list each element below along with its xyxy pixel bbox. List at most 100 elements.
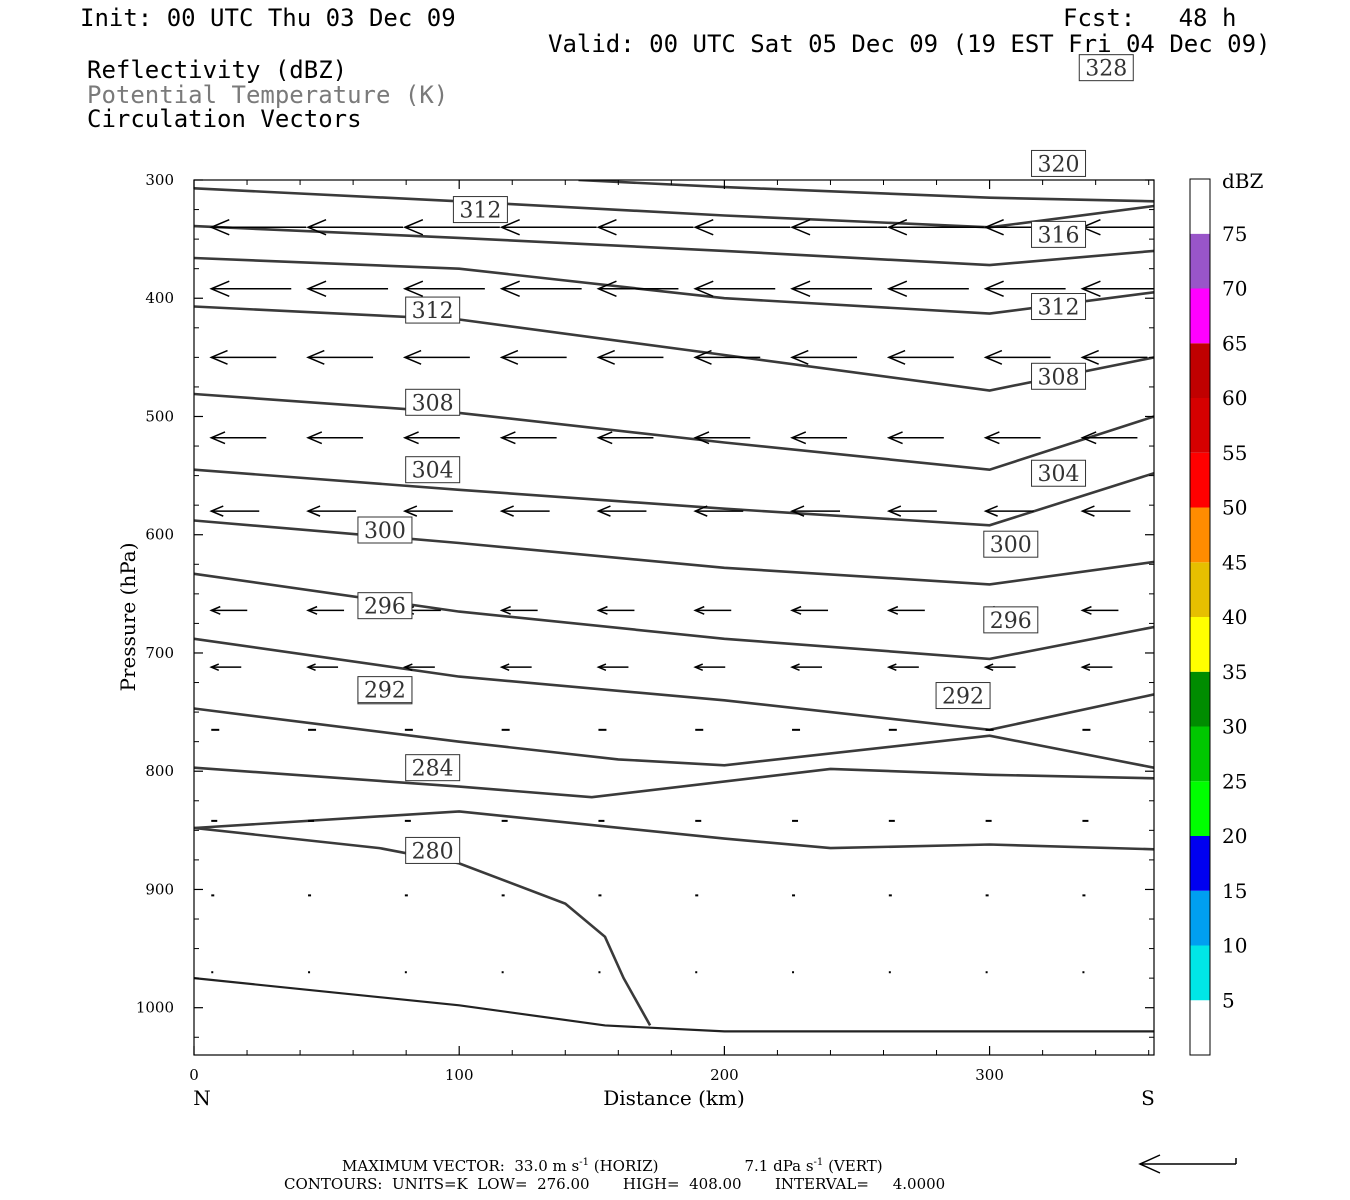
- circulation-vector: [209, 349, 277, 365]
- circulation-vector: [306, 605, 345, 615]
- colorbar-swatch: [1190, 617, 1210, 672]
- circulation-vector: [402, 280, 485, 298]
- colorbar-level-label: 50: [1222, 496, 1247, 520]
- y-tick-label: 400: [145, 289, 174, 307]
- contour-label-box: [1031, 362, 1087, 390]
- y-tick-label: 300: [145, 171, 174, 189]
- colorbar-swatch: [1190, 945, 1210, 1001]
- colorbar-swatch: [1190, 671, 1210, 727]
- circulation-vector: [693, 280, 776, 298]
- circulation-vector: [596, 663, 629, 672]
- circulation-vector: [886, 349, 954, 365]
- circulation-vector: [983, 663, 1016, 672]
- colorbar-level-label: 75: [1222, 222, 1247, 246]
- colorbar-level-label: 65: [1222, 331, 1247, 355]
- contour-label-box: [1031, 220, 1087, 248]
- circulation-vector: [402, 219, 500, 236]
- colorbar-swatch: [1190, 1000, 1210, 1055]
- circulation-vector: [306, 349, 374, 365]
- circulation-vector: [1080, 663, 1113, 672]
- colorbar-level-label: 30: [1222, 715, 1247, 739]
- circulation-vector: [499, 605, 538, 615]
- contour-label-box: [405, 754, 461, 782]
- field-potential-temperature: Potential Temperature (K): [87, 81, 449, 109]
- circulation-vector: [693, 349, 761, 365]
- isentrope-308: [194, 468, 1154, 527]
- circulation-vector: [1080, 505, 1131, 517]
- colorbar-level-label: 5: [1222, 988, 1235, 1012]
- circulation-vector: [790, 663, 823, 672]
- circulation-vector: [693, 605, 732, 615]
- x-axis-label: Distance (km): [603, 1086, 745, 1110]
- isentrope-284: [194, 810, 1154, 851]
- circulation-vector: [499, 431, 557, 445]
- contour-label: 296: [364, 595, 406, 620]
- circulation-vector: [306, 505, 357, 517]
- contour-label: 300: [990, 533, 1032, 558]
- circulation-vector: [596, 280, 679, 298]
- circulation-vector: [983, 349, 1051, 365]
- contour-label-box: [405, 296, 461, 324]
- contour-label: 328: [1085, 57, 1127, 82]
- isentrope-328: [194, 187, 1154, 229]
- contour-label: 280: [412, 839, 454, 864]
- isentrope-316: [194, 305, 1154, 392]
- circulation-vector: [790, 431, 848, 445]
- circulation-vector: [306, 219, 404, 236]
- circulation-vector: [402, 505, 453, 517]
- y-tick-label: 1000: [136, 999, 174, 1017]
- colorbar-swatch: [1190, 726, 1210, 782]
- contour-label: 312: [1038, 296, 1080, 321]
- x-tick-label: 300: [975, 1066, 1004, 1084]
- isentrope-296: [194, 637, 1154, 732]
- circulation-vector: [209, 431, 267, 445]
- circulation-vector: [596, 605, 635, 615]
- colorbar-level-label: 25: [1222, 769, 1247, 793]
- circulation-vector: [402, 349, 470, 365]
- circulation-vector: [209, 605, 248, 615]
- colorbar-swatch: [1190, 233, 1210, 289]
- circulation-vector: [209, 505, 260, 517]
- colorbar-swatch: [1190, 179, 1210, 234]
- colorbar-swatch: [1190, 507, 1210, 563]
- valid-time: Valid: 00 UTC Sat 05 Dec 09 (19 EST Fri …: [548, 30, 1271, 58]
- colorbar-level-label: 55: [1222, 441, 1247, 465]
- y-tick-label: 600: [145, 526, 174, 544]
- circulation-vector: [693, 505, 744, 517]
- contour-label: 308: [412, 391, 454, 416]
- contour-label-box: [1031, 293, 1087, 321]
- circulation-vector: [209, 219, 307, 236]
- circulation-vector: [499, 219, 597, 236]
- circulation-vector: [596, 505, 647, 517]
- circulation-vector: [402, 663, 435, 672]
- y-tick-label: 700: [145, 644, 174, 662]
- contour-label-box: [405, 836, 461, 864]
- isentrope-332: [578, 180, 1154, 203]
- x-tick-label: 0: [189, 1066, 199, 1084]
- circulation-vector: [790, 605, 829, 615]
- circulation-vector: [499, 663, 532, 672]
- contour-label: 300: [364, 519, 406, 544]
- colorbar-swatch: [1190, 398, 1210, 453]
- max-vector-arrow: [1138, 1154, 1237, 1174]
- circulation-vector: [499, 349, 567, 365]
- circulation-vector: [1080, 280, 1154, 298]
- circulation-vector: [596, 219, 694, 236]
- contour-label: 308: [1038, 365, 1080, 390]
- circulation-vector: [790, 219, 888, 236]
- colorbar-level-label: 15: [1222, 879, 1247, 903]
- circulation-vector: [209, 663, 242, 672]
- contour-label: 292: [364, 679, 406, 704]
- max-vector-note: MAXIMUM VECTOR: 33.0 m s-1 (HORIZ) 7.1 dP…: [342, 1157, 883, 1175]
- isentrope-312: [194, 392, 1154, 472]
- isentrope-324: [194, 224, 1154, 267]
- contour-label: 284: [412, 757, 454, 782]
- circulation-vector: [596, 349, 664, 365]
- x-tick-label: 200: [710, 1066, 739, 1084]
- circulation-vector: [693, 663, 726, 672]
- circulation-vector: [886, 663, 919, 672]
- circulation-vector: [1080, 431, 1138, 445]
- circulation-vector: [886, 431, 944, 445]
- circulation-vector: [1080, 219, 1154, 236]
